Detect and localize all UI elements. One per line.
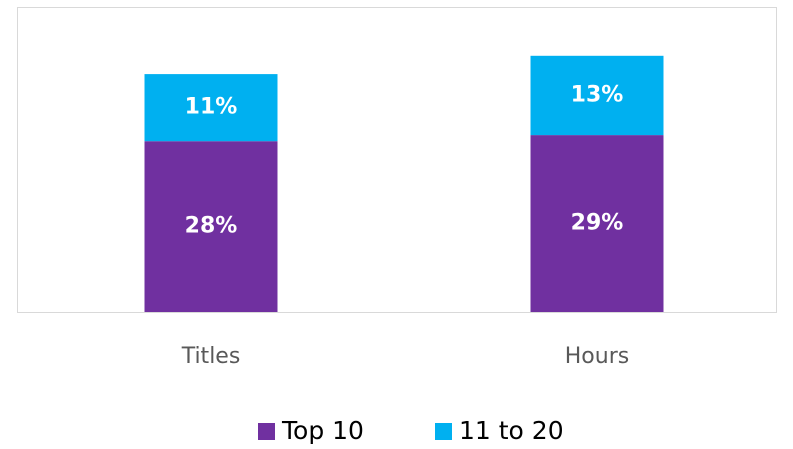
data-label: 28%	[185, 214, 238, 239]
legend-swatch	[258, 423, 275, 440]
legend-swatch	[435, 423, 452, 440]
bar-segment	[144, 74, 278, 142]
bar-segment	[530, 55, 664, 136]
data-label: 13%	[571, 82, 624, 107]
data-label: 29%	[571, 211, 624, 236]
bar-segment	[144, 141, 278, 312]
legend-label: Top 10	[281, 416, 364, 445]
x-tick-label: Titles	[181, 344, 241, 369]
x-tick-label: Hours	[565, 344, 629, 369]
data-label: 11%	[185, 95, 238, 120]
plot-area	[17, 7, 777, 313]
bar-segment	[530, 135, 664, 312]
legend-label: 11 to 20	[459, 416, 564, 445]
